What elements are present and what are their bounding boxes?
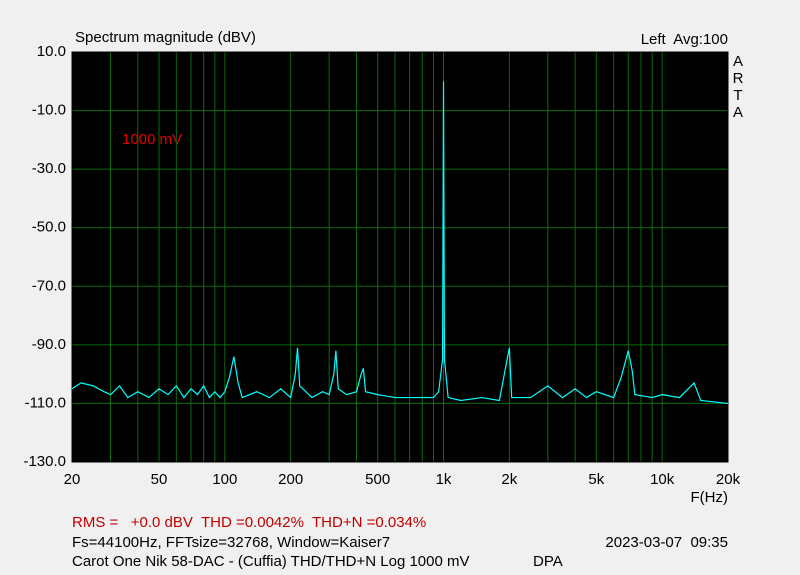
description: Carot One Nik 58-DAC - (Cuffia) THD/THD+… — [72, 553, 470, 570]
x-tick-label: 50 — [151, 471, 168, 488]
y-tick-label: -130.0 — [23, 453, 66, 470]
y-tick-label: -10.0 — [32, 102, 66, 119]
x-tick-label: 200 — [278, 471, 303, 488]
y-tick-label: 10.0 — [37, 43, 66, 60]
annotation: 1000 mV — [122, 131, 182, 148]
x-tick-label: 100 — [212, 471, 237, 488]
timestamp: 2023-03-07 09:35 — [605, 534, 728, 551]
plot-area — [71, 51, 729, 463]
y-tick-label: -50.0 — [32, 219, 66, 236]
x-axis-label: F(Hz) — [691, 489, 729, 506]
channel-info: Left Avg:100 — [641, 31, 728, 48]
spectrum-line — [71, 81, 729, 405]
chart-title: Spectrum magnitude (dBV) — [75, 29, 256, 46]
measurements: RMS = +0.0 dBV THD =0.0042% THD+N =0.034… — [72, 514, 426, 531]
y-tick-label: -110.0 — [25, 394, 66, 411]
brand-letter: A — [733, 104, 743, 121]
x-tick-label: 500 — [365, 471, 390, 488]
x-tick-label: 5k — [588, 471, 604, 488]
y-tick-label: -90.0 — [32, 336, 66, 353]
brand-letter: A — [733, 53, 743, 70]
settings: Fs=44100Hz, FFTsize=32768, Window=Kaiser… — [72, 534, 390, 551]
plot-border — [71, 51, 729, 463]
brand-letter: R — [733, 70, 744, 87]
x-tick-label: 10k — [650, 471, 675, 488]
x-tick-label: 2k — [501, 471, 517, 488]
x-tick-label: 1k — [436, 471, 452, 488]
y-tick-label: -30.0 — [32, 160, 66, 177]
y-tick-label: -70.0 — [32, 277, 66, 294]
brand-letter: T — [733, 87, 742, 104]
description-suffix: DPA — [533, 553, 563, 570]
x-tick-label: 20 — [64, 471, 81, 488]
x-tick-label: 20k — [716, 471, 741, 488]
